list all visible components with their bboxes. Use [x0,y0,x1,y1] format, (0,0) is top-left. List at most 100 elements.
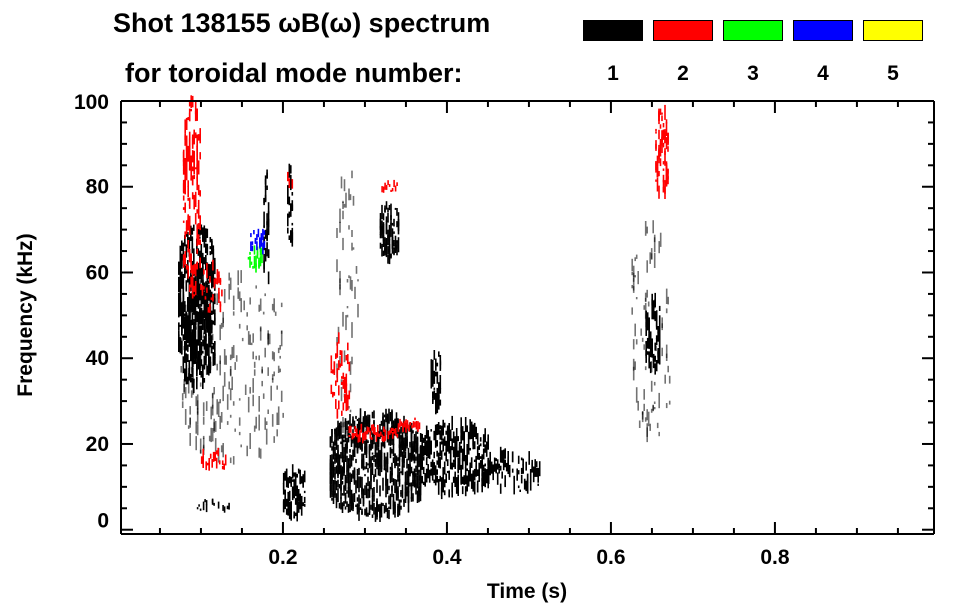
spectrum-point-mode-1 [436,450,438,457]
spectrum-point-mode-1 [653,381,656,386]
spectrum-point-mode-1 [365,446,368,458]
spectrum-point-mode-1 [383,419,386,434]
spectrum-point-mode-1 [649,333,652,337]
spectrum-point-mode-1 [438,351,440,357]
spectrum-point-mode-1 [373,495,375,502]
spectrum-point-mode-2 [665,178,668,185]
spectrum-point-mode-2 [193,166,195,175]
spectrum-point-mode-2 [362,434,364,444]
spectrum-point-mode-1 [203,245,206,248]
spectrum-point-mode-2 [655,131,657,134]
spectrum-point-mode-1 [469,465,471,482]
spectrum-point-mode-2 [221,460,224,465]
spectrum-point-mode-1 [388,205,391,211]
spectrum-point-mode-1 [197,350,200,364]
spectrum-point-mode-2 [374,430,376,435]
spectrum-point-mode-1 [356,473,359,489]
spectrum-point-mode-1 [438,395,440,410]
spectrum-point-mode-1 [367,468,369,473]
spectrum-point-mode-2 [659,108,662,115]
spectrum-point-mode-1 [537,483,539,486]
spectrum-point-mode-2 [196,144,198,147]
spectrum-feature-mode-2 [348,423,399,444]
spectrum-point-mode-1 [208,370,210,376]
spectrum-point-mode-1 [464,455,467,464]
spectrum-point-mode-1 [234,428,236,432]
spectrum-point-mode-1 [346,306,349,309]
spectrum-point-mode-2 [347,394,349,411]
spectrum-point-mode-1 [231,376,233,390]
spectrum-point-mode-1 [472,439,474,445]
spectrum-point-mode-1 [379,218,382,233]
spectrum-point-mode-1 [443,490,446,496]
spectrum-point-mode-1 [205,327,207,331]
spectrum-point-mode-1 [397,212,400,226]
spectrum-point-mode-1 [229,388,232,401]
spectrum-point-mode-1 [187,329,189,343]
spectrum-point-mode-2 [336,368,339,383]
spectrum-point-mode-1 [403,501,405,507]
spectrum-point-mode-1 [349,481,351,495]
spectrum-point-mode-2 [405,425,407,433]
spectrum-point-mode-1 [482,440,485,447]
spectrum-point-mode-1 [427,436,429,441]
spectrum-point-mode-1 [435,371,437,377]
spectrum-point-mode-1 [632,366,635,381]
spectrum-point-mode-1 [346,447,348,454]
spectrum-point-mode-1 [335,497,338,501]
spectrum-point-mode-1 [394,479,396,493]
spectrum-point-mode-1 [205,401,208,411]
spectrum-point-mode-1 [249,433,251,449]
spectrum-point-mode-1 [291,204,294,211]
spectrum-point-mode-1 [397,237,400,253]
spectrum-point-mode-2 [206,263,208,279]
spectrum-point-mode-1 [184,304,187,319]
spectrum-point-mode-1 [469,419,471,434]
spectrum-point-mode-1 [472,426,474,438]
spectrum-feature-mode-2 [655,104,669,199]
spectrum-point-mode-1 [647,301,650,307]
spectrum-point-mode-2 [662,142,665,148]
spectrum-point-mode-1 [185,311,188,328]
spectrum-point-mode-2 [667,133,669,144]
spectrum-point-mode-1 [203,301,206,317]
spectrum-point-mode-1 [658,315,661,330]
spectrum-point-mode-1 [249,334,251,345]
spectrum-point-mode-1 [353,420,356,430]
spectrum-point-mode-1 [648,318,650,334]
spectrum-point-mode-1 [651,307,653,320]
spectrum-point-mode-1 [346,501,348,507]
spectrum-point-mode-1 [349,454,351,468]
spectrum-point-mode-1 [343,459,345,476]
spectrum-point-mode-2 [345,355,348,361]
spectrum-point-mode-1 [410,466,413,474]
spectrum-point-mode-2 [341,410,343,416]
spectrum-point-mode-1 [443,436,446,446]
spectrum-point-mode-1 [455,477,458,481]
spectrum-point-mode-1 [287,227,289,234]
spectrum-point-mode-1 [348,275,350,279]
spectrum-point-mode-1 [412,480,414,484]
spectrum-point-mode-1 [377,457,380,467]
spectrum-point-mode-1 [418,460,420,466]
spectrum-point-mode-1 [228,283,230,300]
spectrum-point-mode-1 [178,334,180,340]
spectrum-point-mode-1 [445,430,447,435]
spectrum-point-mode-2 [288,178,291,189]
spectrum-point-mode-2 [338,400,340,410]
spectrum-point-mode-1 [367,440,369,443]
spectrum-point-mode-1 [303,470,306,483]
spectrum-point-mode-1 [383,442,386,449]
spectrum-point-mode-1 [258,396,260,412]
spectrum-point-mode-1 [232,401,235,406]
spectrum-point-mode-1 [436,388,439,402]
spectrum-point-mode-1 [460,435,462,444]
spectrum-point-mode-1 [209,337,212,348]
spectrum-point-mode-2 [397,423,400,432]
spectrum-feature-mode-2 [182,95,201,299]
spectrum-point-mode-1 [665,288,668,304]
spectrum-point-mode-1 [637,271,639,285]
spectrum-point-mode-2 [197,239,200,245]
spectrum-point-mode-1 [209,294,212,298]
spectrum-point-mode-1 [401,466,404,476]
